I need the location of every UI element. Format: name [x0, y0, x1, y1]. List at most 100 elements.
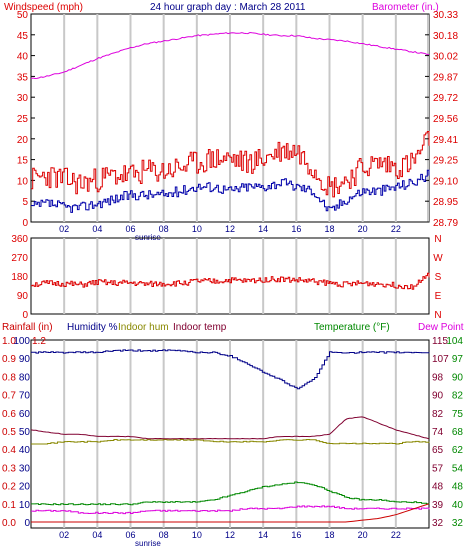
rain-tick-label: 0.1: [2, 500, 16, 511]
panel3-x-tick-label: 04: [92, 530, 102, 540]
panel3-indoor-temp-label: Indoor temp: [173, 322, 227, 333]
rain-tick-label: 0.0: [2, 518, 16, 529]
indoor-temp-line: [30, 416, 430, 440]
right-tick-label-a: 48: [432, 482, 444, 493]
right-tick-label-a: 82: [432, 409, 444, 420]
dewpoint-line: [31, 505, 430, 515]
panel2-right-tick-label: W: [433, 253, 443, 264]
panel3-x-tick-label: 20: [358, 530, 368, 540]
humidity-tick-label: 90: [19, 354, 31, 365]
right-tick-label-a: 74: [432, 427, 444, 438]
panel1-left-tick-label: 5: [22, 197, 28, 208]
panel2-series: [31, 272, 430, 290]
panel3-x-tick-label: 16: [291, 530, 301, 540]
right-tick-label-a: 65: [432, 445, 444, 456]
panel1-right-tick-label: 29.41: [433, 135, 458, 146]
rain-tick-label: 0.8: [2, 372, 16, 383]
panel1-right-label: Barometer (in.): [372, 2, 439, 13]
panel1-x-tick-label: 08: [159, 224, 169, 234]
panel1-left-tick-label: 25: [17, 114, 29, 125]
panel2-grid: [63, 238, 397, 314]
humidity-tick-label: 80: [19, 372, 31, 383]
rain-tick-label: 1.0: [2, 336, 16, 347]
panel1-left-tick-label: 20: [17, 135, 29, 146]
humidity-tick-label: 50: [19, 427, 31, 438]
panel1-left-tick-label: 10: [17, 176, 29, 187]
barometer-line: [30, 31, 430, 80]
panel3-x-tick-label: 14: [258, 530, 268, 540]
right-tick-label-a: 39: [432, 500, 444, 511]
panel2-right-tick-label: N: [434, 310, 441, 321]
panel3-x-ticks: 02 04 06 08 10 12 14 16 18 20 22: [59, 530, 401, 540]
panel1-x-tick-label: 06: [125, 224, 135, 234]
right-tick-label-b: 68: [452, 427, 464, 438]
rain-tick-label: 0.5: [2, 427, 16, 438]
right-tick-label-a: 107: [432, 354, 449, 365]
right-tick-label-b: 54: [452, 463, 464, 474]
panel1-right-ticks: 28.79 28.95 29.10 29.25 29.41 29.56 29.72 29.87…: [425, 10, 458, 229]
right-tick-label-b: 48: [452, 482, 464, 493]
panel2-left-tick-label: 180: [11, 272, 28, 283]
right-tick-label-a: 115: [432, 336, 448, 347]
panel1-right-tick-label: 29.72: [433, 93, 458, 104]
panel1-right-tick-label: 28.79: [433, 218, 458, 229]
panel3-series: [30, 349, 430, 523]
panel1-right-tick-label: 29.56: [433, 114, 458, 125]
humidity-tick-label: 10: [19, 500, 31, 511]
panel1-right-tick-label: 30.18: [433, 31, 458, 42]
panel1-x-tick-label: 10: [192, 224, 202, 234]
wind-direction-line: [31, 272, 430, 290]
right-tick-label-a: 90: [432, 391, 444, 402]
panel3-rainfall-label: Rainfall (in): [2, 322, 53, 333]
right-tick-label-b: 97: [452, 354, 464, 365]
panel2-left-tick-label: 270: [11, 253, 28, 264]
panel1-left-tick-label: 0: [22, 218, 28, 229]
panel1-right-tick-label: 29.87: [433, 72, 458, 83]
rain-tick-label: 0.2: [2, 482, 16, 493]
panel1-left-label: Windspeed (mph): [4, 2, 83, 13]
humidity-line: [31, 349, 430, 390]
panel3-x-tick-label: 18: [324, 530, 334, 540]
humidity-tick-label: 70: [19, 391, 31, 402]
panel1-x-tick-label: 16: [291, 224, 301, 234]
panel3-dewpoint-label: Dew Point: [418, 322, 464, 333]
wind-gust-line: [31, 131, 430, 198]
rain-tick-label: 0.7: [2, 391, 16, 402]
right-tick-label-a: 98: [432, 372, 444, 383]
panel1-right-tick-label: 29.25: [433, 156, 458, 167]
panel1-x-tick-label: 22: [391, 224, 401, 234]
rain-tick-label: 0.3: [2, 463, 16, 474]
humidity-tick-label: 40: [19, 445, 31, 456]
right-tick-label-a: 57: [432, 463, 444, 474]
panel2-left-tick-label: 90: [17, 291, 29, 302]
right-tick-label-b: 75: [452, 409, 464, 420]
right-tick-label-b: 32: [452, 518, 464, 529]
panel2-right-tick-label: N: [434, 234, 441, 245]
panel3-x-tick-label: 10: [192, 530, 202, 540]
humidity-tick-label: 20: [19, 482, 31, 493]
panel3-x-tick-label: 22: [391, 530, 401, 540]
panel2-right-tick-label: S: [435, 272, 442, 283]
panel2-left-tick-label: 360: [11, 234, 28, 245]
panel1-left-tick-label: 40: [17, 52, 29, 63]
panel3-indoor-hum-label: Indoor hum: [118, 322, 169, 333]
panel1-left-tick-label: 30: [17, 93, 29, 104]
panel2-right-tick-label: E: [435, 291, 442, 302]
panel1-x-tick-label: 12: [225, 224, 235, 234]
right-tick-label-b: 90: [452, 372, 464, 383]
panel1-x-tick-label: 20: [358, 224, 368, 234]
panel3-grid: [63, 340, 397, 528]
humidity-tick-label: 100: [13, 336, 30, 347]
panel3-x-tick-label: 12: [225, 530, 235, 540]
panel1-left-tick-label: 50: [17, 10, 29, 21]
right-tick-label-b: 82: [452, 391, 464, 402]
panel1-left-tick-label: 35: [17, 72, 29, 83]
panel3-x-tick-label: 02: [59, 530, 69, 540]
panel1-right-tick-label: 30.02: [433, 52, 458, 63]
panel1-right-tick-label: 29.10: [433, 176, 458, 187]
right-tick-label-b: 62: [452, 445, 464, 456]
panel3-ticks: 0.0 0 32 320.1 10 39 400.2 20 48 480.3 30 57 540.4 40…: [2, 336, 463, 529]
